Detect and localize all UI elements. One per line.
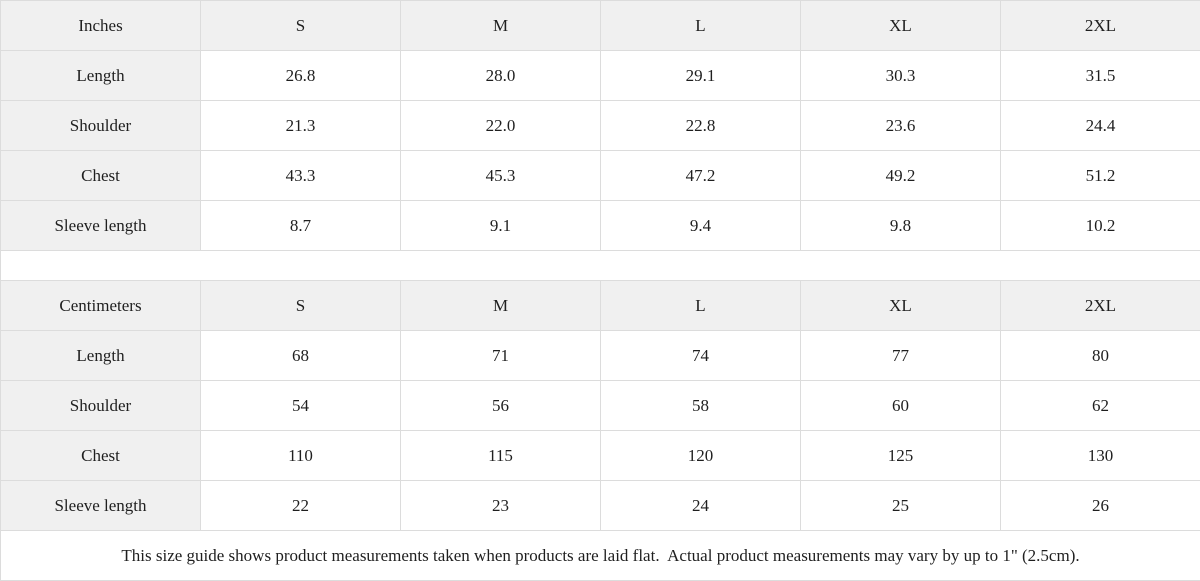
measurement-value-cell: 47.2: [601, 151, 801, 201]
measurement-value-cell: 130: [1001, 431, 1200, 481]
measurement-label-cell: Chest: [1, 431, 201, 481]
measurement-value-cell: 56: [401, 381, 601, 431]
size-header-cell: M: [401, 281, 601, 331]
size-header-cell: XL: [801, 281, 1001, 331]
measurement-value-cell: 110: [201, 431, 401, 481]
measurement-value-cell: 23.6: [801, 101, 1001, 151]
measurement-value-cell: 43.3: [201, 151, 401, 201]
measurement-value-cell: 9.1: [401, 201, 601, 251]
table-row: Length 26.8 28.0 29.1 30.3 31.5: [1, 51, 1200, 101]
measurement-value-cell: 22.0: [401, 101, 601, 151]
size-header-cell: M: [401, 1, 601, 51]
measurement-value-cell: 22.8: [601, 101, 801, 151]
table-row: Shoulder 54 56 58 60 62: [1, 381, 1200, 431]
measurement-value-cell: 51.2: [1001, 151, 1200, 201]
centimeters-header-row: Centimeters S M L XL 2XL: [1, 281, 1200, 331]
measurement-value-cell: 58: [601, 381, 801, 431]
measurement-value-cell: 31.5: [1001, 51, 1200, 101]
measurement-value-cell: 30.3: [801, 51, 1001, 101]
unit-header-cell: Centimeters: [1, 281, 201, 331]
measurement-label-cell: Chest: [1, 151, 201, 201]
measurement-value-cell: 68: [201, 331, 401, 381]
measurement-value-cell: 25: [801, 481, 1001, 531]
measurement-value-cell: 120: [601, 431, 801, 481]
measurement-value-cell: 9.4: [601, 201, 801, 251]
size-header-cell: S: [201, 281, 401, 331]
size-header-cell: S: [201, 1, 401, 51]
measurement-value-cell: 28.0: [401, 51, 601, 101]
table-row: Sleeve length 22 23 24 25 26: [1, 481, 1200, 531]
measurement-value-cell: 45.3: [401, 151, 601, 201]
table-row: Chest 43.3 45.3 47.2 49.2 51.2: [1, 151, 1200, 201]
unit-header-cell: Inches: [1, 1, 201, 51]
table-row: Chest 110 115 120 125 130: [1, 431, 1200, 481]
measurement-value-cell: 60: [801, 381, 1001, 431]
measurement-value-cell: 8.7: [201, 201, 401, 251]
measurement-label-cell: Length: [1, 331, 201, 381]
measurement-value-cell: 21.3: [201, 101, 401, 151]
measurement-label-cell: Length: [1, 51, 201, 101]
measurement-value-cell: 26: [1001, 481, 1200, 531]
footer-note: This size guide shows product measuremen…: [1, 531, 1200, 581]
measurement-label-cell: Shoulder: [1, 381, 201, 431]
table-row: Length 68 71 74 77 80: [1, 331, 1200, 381]
spacer-cell: [1, 251, 1200, 281]
measurement-value-cell: 115: [401, 431, 601, 481]
measurement-value-cell: 24: [601, 481, 801, 531]
footer-row: This size guide shows product measuremen…: [1, 531, 1200, 581]
measurement-value-cell: 62: [1001, 381, 1200, 431]
size-header-cell: 2XL: [1001, 1, 1200, 51]
measurement-value-cell: 22: [201, 481, 401, 531]
spacer-row: [1, 251, 1200, 281]
size-header-cell: XL: [801, 1, 1001, 51]
measurement-value-cell: 10.2: [1001, 201, 1200, 251]
table-row: Shoulder 21.3 22.0 22.8 23.6 24.4: [1, 101, 1200, 151]
measurement-value-cell: 24.4: [1001, 101, 1200, 151]
measurement-value-cell: 71: [401, 331, 601, 381]
size-header-cell: 2XL: [1001, 281, 1200, 331]
measurement-value-cell: 77: [801, 331, 1001, 381]
measurement-value-cell: 54: [201, 381, 401, 431]
measurement-value-cell: 23: [401, 481, 601, 531]
measurement-value-cell: 26.8: [201, 51, 401, 101]
size-header-cell: L: [601, 1, 801, 51]
measurement-value-cell: 9.8: [801, 201, 1001, 251]
measurement-label-cell: Sleeve length: [1, 481, 201, 531]
measurement-value-cell: 80: [1001, 331, 1200, 381]
measurement-value-cell: 125: [801, 431, 1001, 481]
table-row: Sleeve length 8.7 9.1 9.4 9.8 10.2: [1, 201, 1200, 251]
size-header-cell: L: [601, 281, 801, 331]
measurement-label-cell: Sleeve length: [1, 201, 201, 251]
inches-header-row: Inches S M L XL 2XL: [1, 1, 1200, 51]
measurement-label-cell: Shoulder: [1, 101, 201, 151]
measurement-value-cell: 29.1: [601, 51, 801, 101]
measurement-value-cell: 49.2: [801, 151, 1001, 201]
measurement-value-cell: 74: [601, 331, 801, 381]
